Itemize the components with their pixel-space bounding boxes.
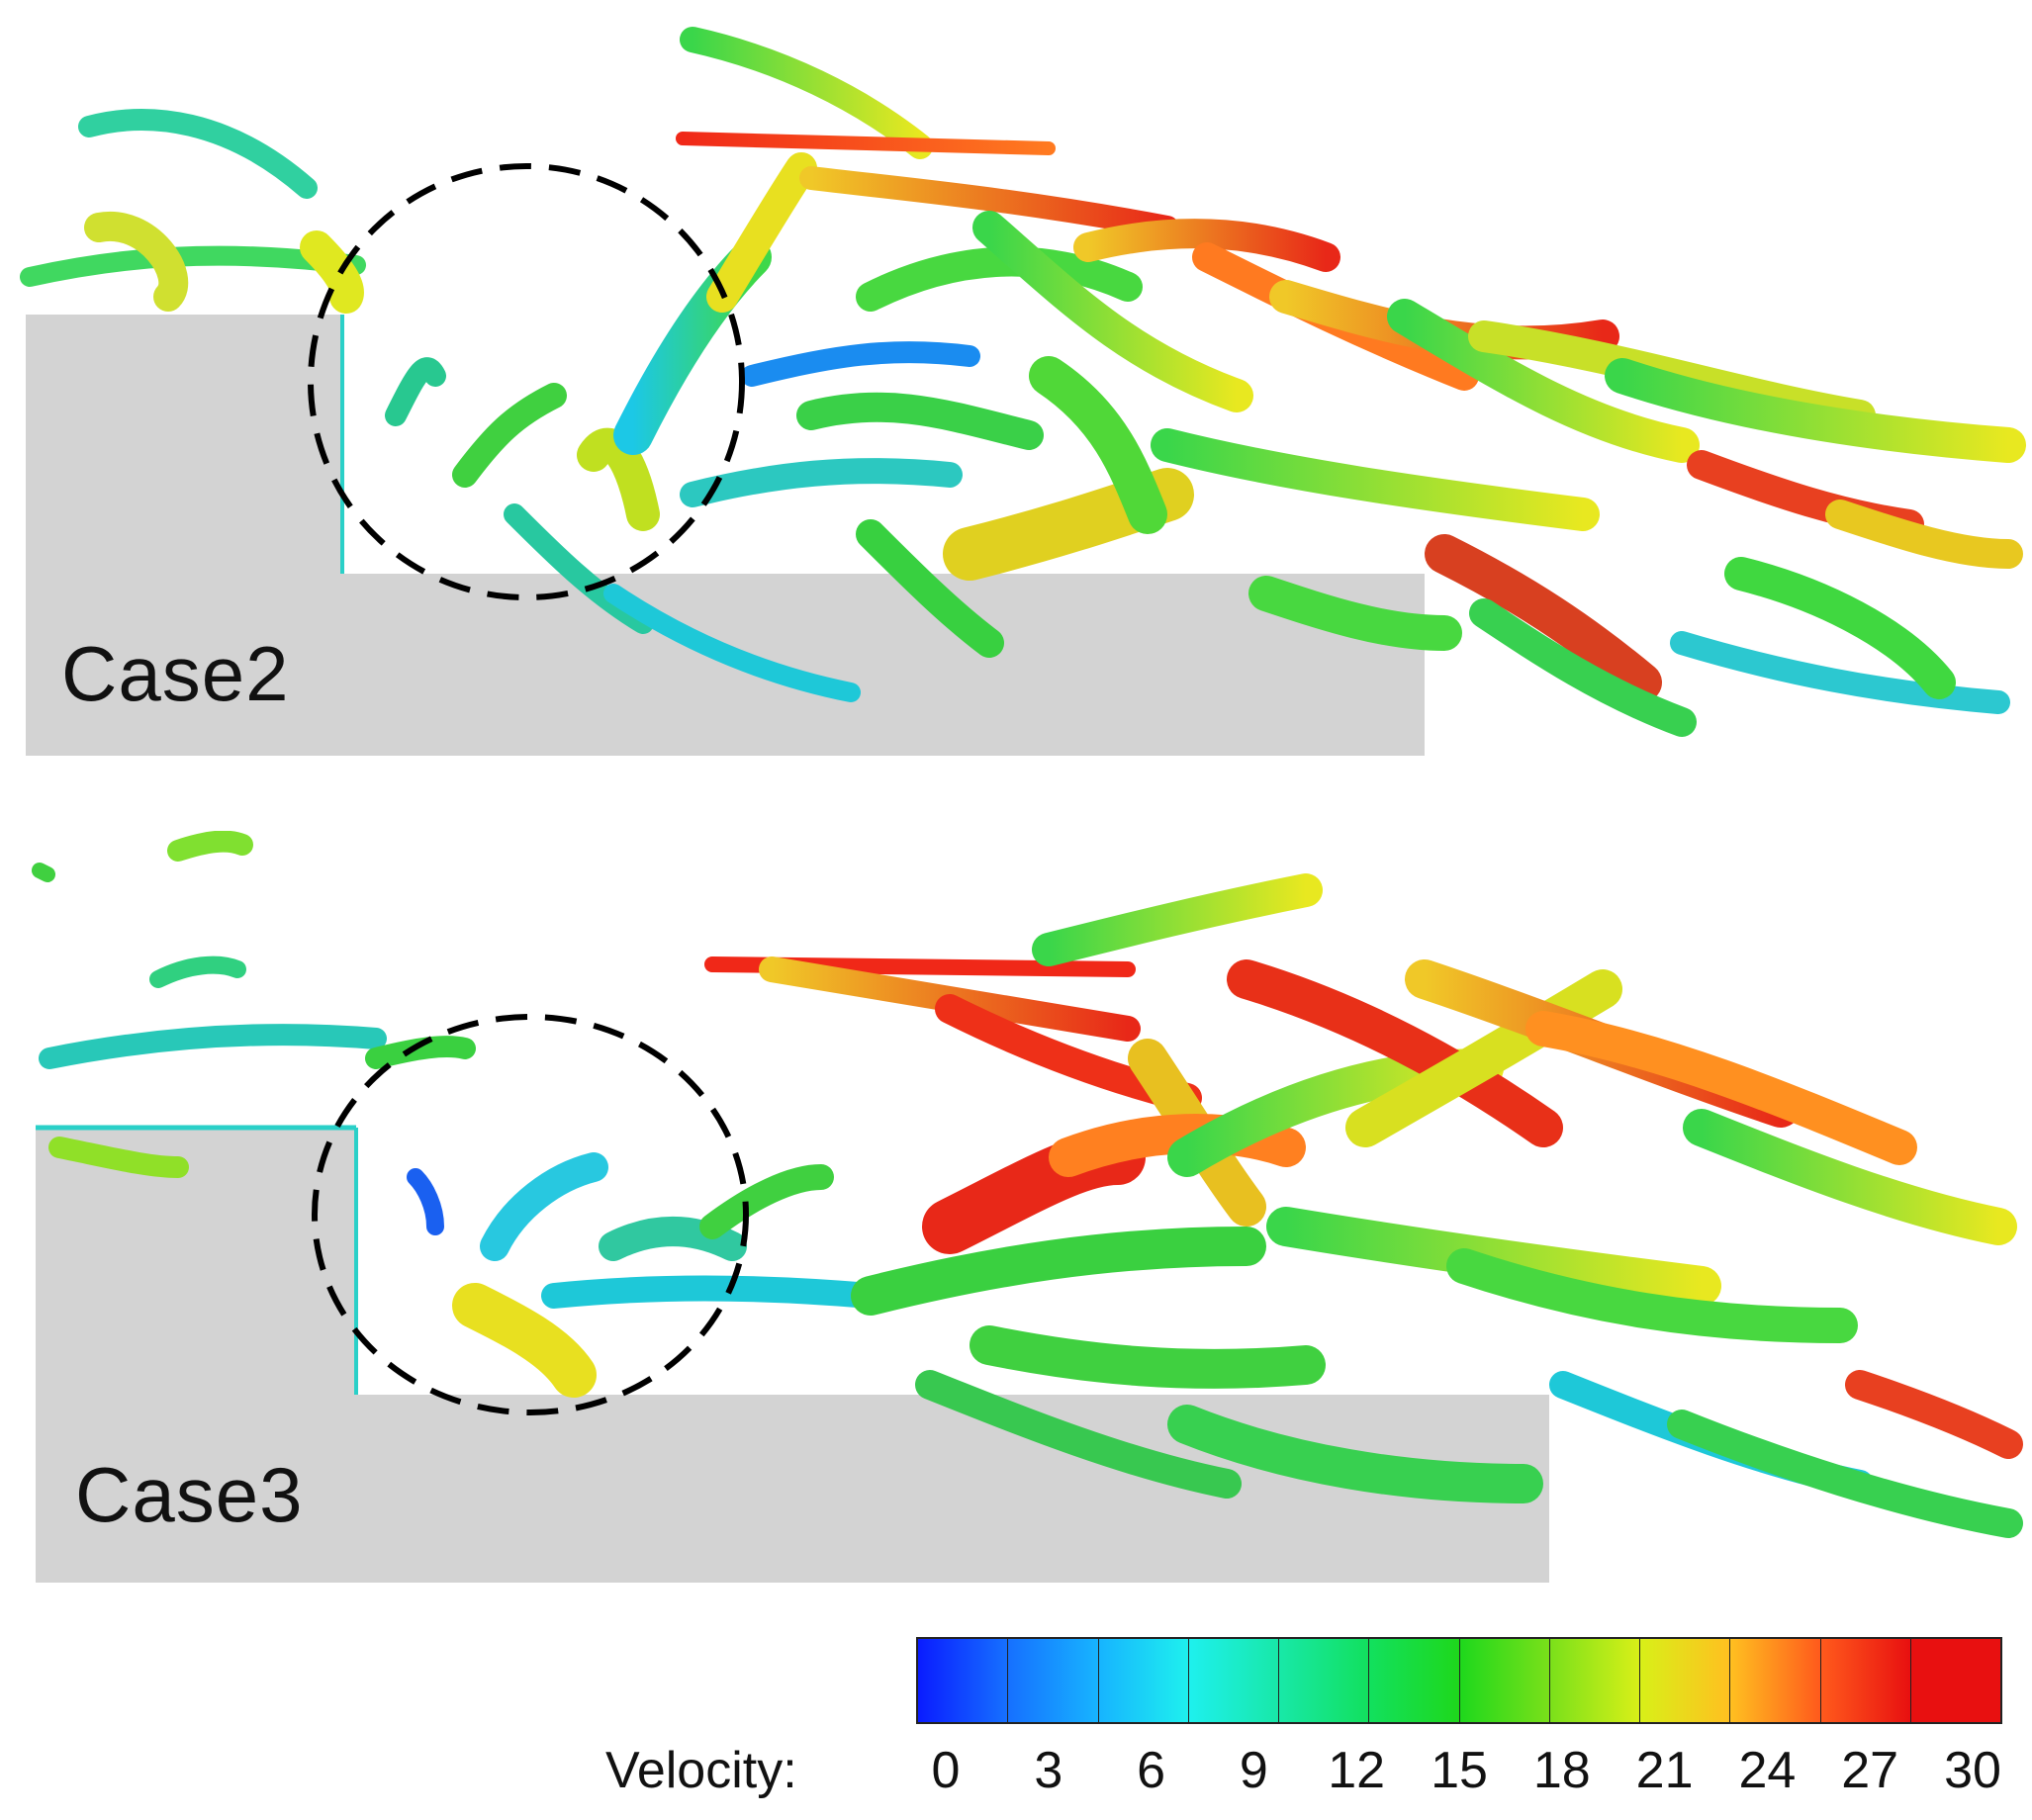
highlight-dashed-circle (312, 1014, 749, 1415)
colorbar-segment (1188, 1639, 1279, 1722)
velocity-tick-label: 15 (1431, 1742, 1488, 1799)
colorbar-segment (1640, 1639, 1731, 1722)
velocity-tick-label: 6 (1137, 1742, 1166, 1799)
colorbar-segment (1279, 1639, 1370, 1722)
velocity-tick-label: 0 (931, 1742, 961, 1799)
velocity-tick-label: 12 (1328, 1742, 1386, 1799)
velocity-tick-label: 18 (1532, 1742, 1591, 1799)
case2-panel: Case2 (0, 0, 2032, 772)
vortex-tubes (20, 27, 2026, 737)
case2-label: Case2 (61, 630, 290, 717)
velocity-tick-label: 27 (1841, 1742, 1899, 1799)
colorbar-segment (1459, 1639, 1550, 1722)
velocity-colorbar (916, 1637, 2002, 1724)
velocity-tick-label: 21 (1635, 1742, 1694, 1799)
velocity-legend-label: Velocity: (605, 1742, 797, 1799)
velocity-tick-label: 24 (1738, 1742, 1797, 1799)
colorbar-segment (1098, 1639, 1189, 1722)
velocity-tick-label: 30 (1944, 1742, 2001, 1799)
case3-vortex-visualization (32, 831, 2023, 1583)
colorbar-segment (1730, 1639, 1821, 1722)
highlight-dashed-circle (308, 163, 745, 600)
colorbar-segment (1369, 1639, 1460, 1722)
colorbar-segment (1008, 1639, 1099, 1722)
velocity-tick-label: 9 (1239, 1742, 1268, 1799)
velocity-tick-label: 3 (1034, 1742, 1063, 1799)
colorbar-segment (918, 1639, 1009, 1722)
colorbar-segment (1549, 1639, 1640, 1722)
colorbar-segment (1820, 1639, 1911, 1722)
vortex-tubes (32, 831, 2023, 1538)
step-body (26, 315, 1425, 756)
case3-label: Case3 (75, 1451, 304, 1538)
colorbar-segment (1910, 1639, 2000, 1722)
case3-panel: Case3 (0, 831, 2032, 1602)
case2-vortex-visualization (20, 27, 2026, 756)
